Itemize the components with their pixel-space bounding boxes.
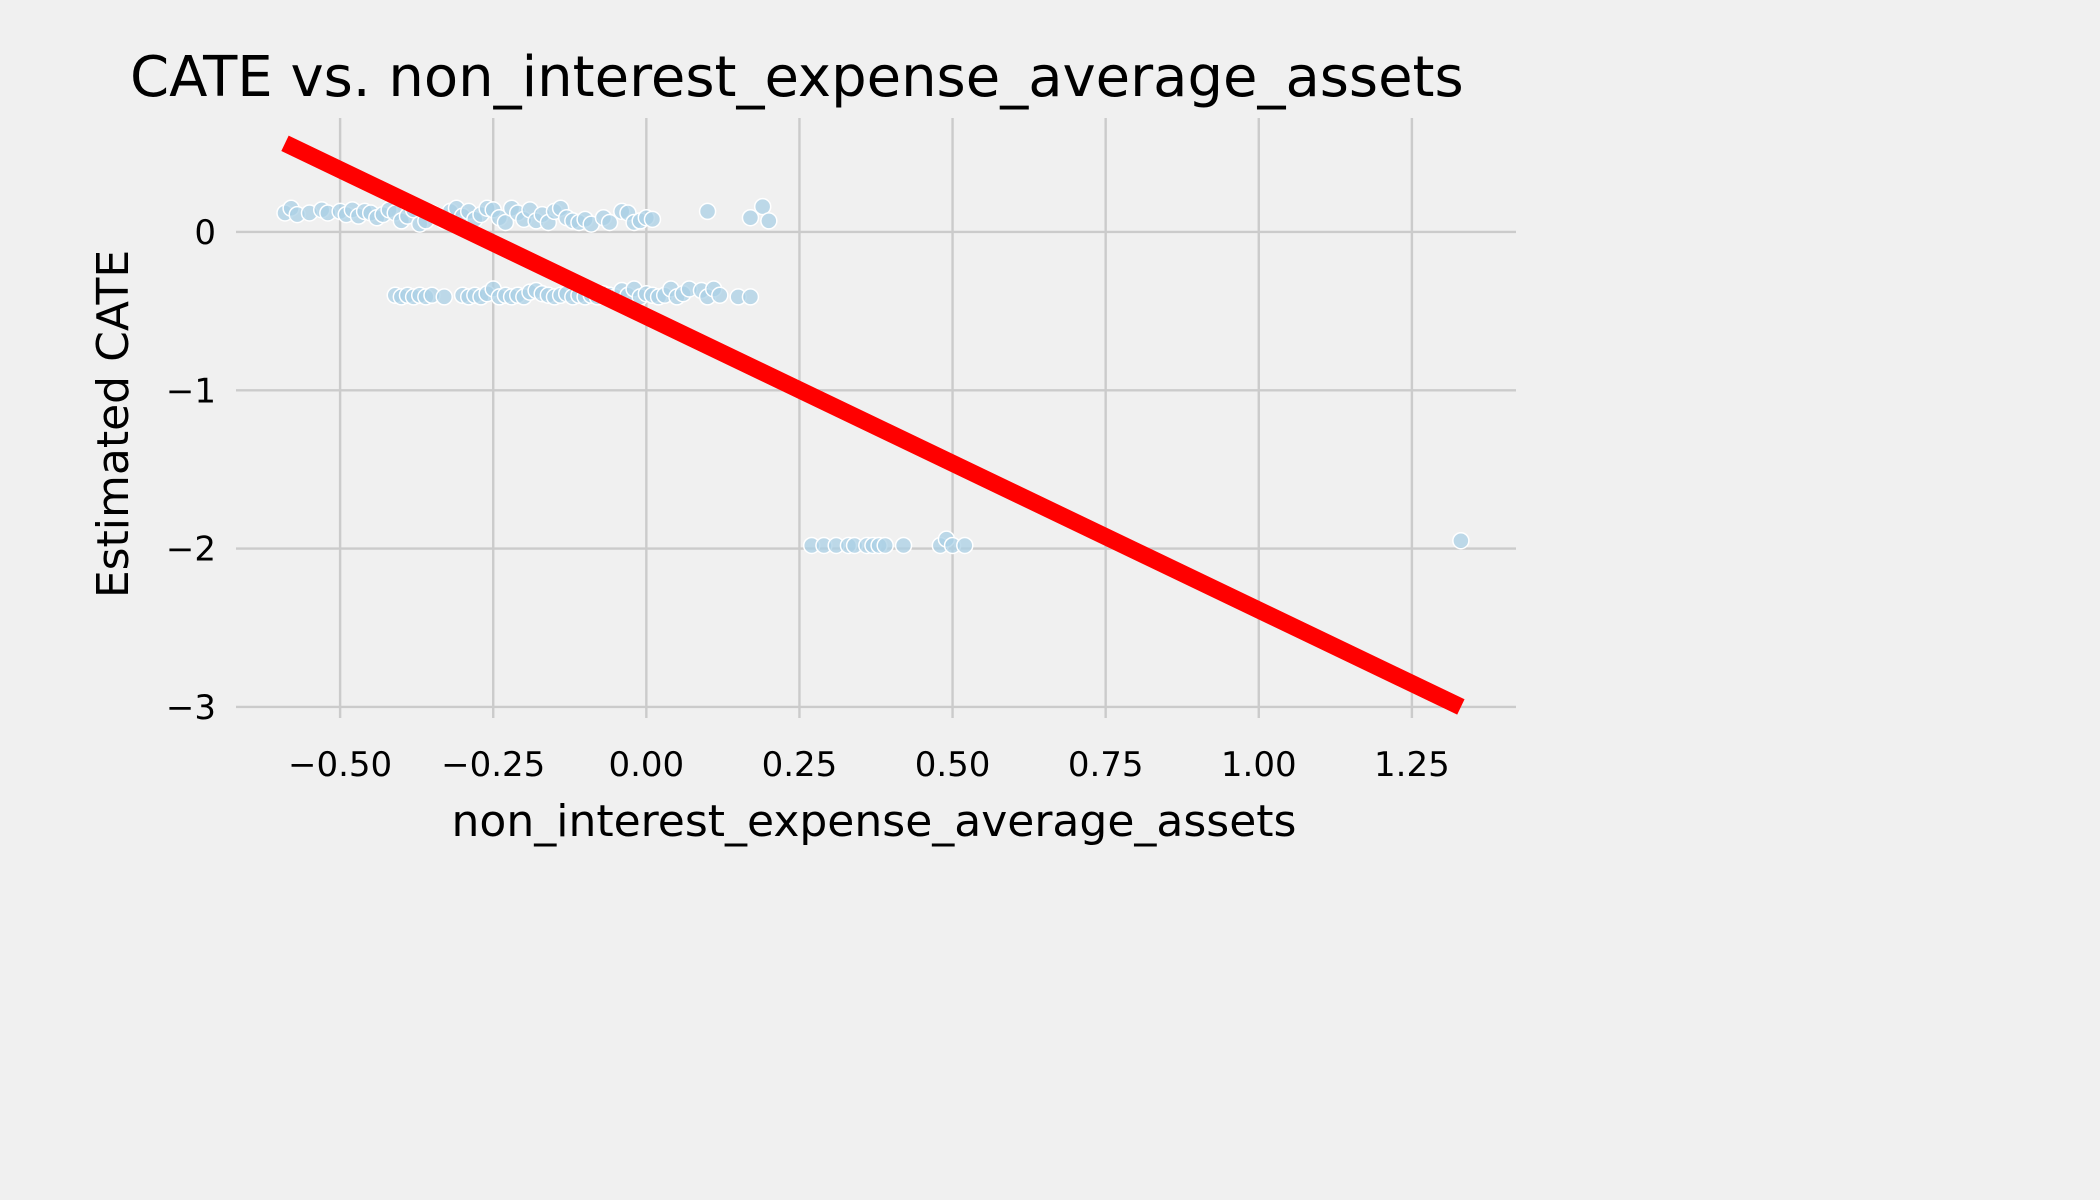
- x-tick-label: 1.25: [1374, 745, 1450, 785]
- y-tick-labels: 0 −1 −2 −3: [166, 213, 216, 728]
- x-tick-label: 0.50: [915, 745, 991, 785]
- y-tick-label: −3: [166, 688, 216, 728]
- scatter-chart: −0.50 −0.25 0.00 0.25 0.50 0.75 1.00 1.25 0 −1 −2…: [88, 45, 1516, 847]
- scatter-point: [643, 210, 662, 229]
- x-tick-label: 0.00: [608, 745, 684, 785]
- trend-line: [281, 135, 1465, 715]
- scatter-point: [600, 213, 619, 232]
- x-tick-label: 1.00: [1221, 745, 1297, 785]
- y-grid-lines: [236, 230, 1516, 709]
- y-tick-label: 0: [194, 213, 216, 253]
- y-tick-label: −1: [166, 371, 216, 411]
- scatter-point: [876, 536, 894, 555]
- x-axis-label: non_interest_expense_average_assets: [452, 796, 1297, 847]
- scatter-point: [760, 212, 778, 230]
- scatter-point: [1452, 531, 1470, 550]
- data-points: [276, 197, 1470, 555]
- scatter-point: [711, 286, 729, 305]
- scatter-point: [741, 208, 760, 227]
- x-tick-label: −0.50: [288, 745, 392, 785]
- scatter-point: [741, 288, 760, 306]
- x-tick-labels: −0.50 −0.25 0.00 0.25 0.50 0.75 1.00 1.25: [288, 745, 1450, 785]
- x-tick-label: −0.25: [441, 745, 545, 785]
- trend-line-group: [281, 135, 1465, 715]
- x-tick-label: 0.25: [762, 745, 838, 785]
- scatter-point: [894, 536, 913, 555]
- scatter-point: [698, 202, 717, 221]
- scatter-point: [956, 536, 974, 555]
- x-tick-label: 0.75: [1068, 745, 1144, 785]
- y-axis-label: Estimated CATE: [88, 250, 139, 598]
- chart-title: CATE vs. non_interest_expense_average_as…: [130, 45, 1464, 110]
- y-tick-label: −2: [166, 530, 216, 570]
- scatter-point: [435, 288, 453, 306]
